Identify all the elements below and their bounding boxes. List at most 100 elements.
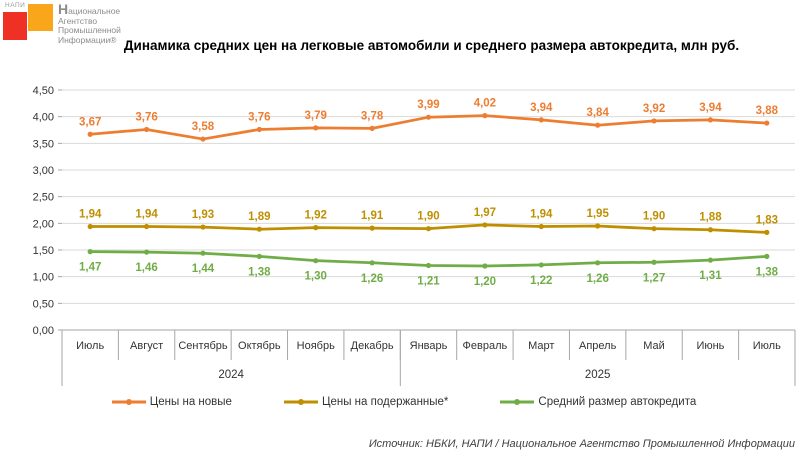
legend-item-used-cars: Цены на подержанные*	[283, 396, 448, 408]
data-point-label: 1,90	[417, 211, 439, 223]
data-point	[143, 223, 150, 230]
chart-title: Динамика средних цен на легковые автомоб…	[123, 38, 740, 53]
data-point-label: 1,94	[135, 209, 158, 221]
data-point	[256, 126, 262, 133]
data-point	[538, 262, 544, 268]
x-axis-month-label: Октябрь	[238, 340, 281, 352]
y-axis-label: 4,50	[33, 85, 54, 97]
x-axis-month-label: Июль	[76, 340, 104, 352]
data-point	[369, 125, 375, 131]
data-point-label: 1,95	[586, 208, 609, 220]
data-point	[764, 229, 770, 235]
y-axis-label: 3,00	[33, 165, 54, 177]
data-point-label: 1,38	[248, 266, 271, 278]
source-note: Источник: НБКИ, НАПИ / Национальное Аген…	[368, 438, 795, 450]
data-point	[651, 259, 657, 265]
line-chart: 0,00 0,50 1,00 1,50 2,00 2,50 3,00 3,50 4,00 4,50…	[33, 85, 796, 386]
data-point	[707, 227, 714, 233]
logo-orange-square-icon	[28, 4, 53, 31]
data-point	[256, 253, 262, 259]
x-axis-month-label: Ноябрь	[297, 340, 335, 352]
data-point	[425, 226, 432, 232]
data-point	[87, 131, 93, 137]
data-point	[143, 126, 150, 133]
data-point	[651, 226, 657, 232]
legend-marker-icon	[500, 399, 535, 405]
data-point	[143, 249, 150, 255]
data-point-label: 3,58	[192, 121, 215, 133]
x-axis-year-label: 2025	[585, 369, 611, 381]
data-point	[482, 222, 488, 228]
y-axis-label: 0,00	[33, 325, 54, 337]
data-point	[707, 117, 714, 123]
data-point-label: 3,94	[699, 102, 722, 114]
x-axis-month-label: Февраль	[463, 340, 508, 352]
x-axis-year-label: 2024	[218, 369, 244, 381]
data-point-label: 1,26	[586, 273, 608, 285]
y-axis-label: 1,50	[33, 245, 54, 257]
data-point-label: 3,79	[305, 110, 327, 122]
data-point	[313, 258, 319, 264]
data-point	[425, 114, 432, 120]
x-axis-month-label: Апрель	[579, 340, 617, 352]
data-point-label: 3,78	[361, 110, 384, 122]
data-point	[707, 257, 714, 263]
data-point	[256, 226, 262, 232]
x-axis-month-label: Декабрь	[351, 340, 394, 352]
data-point-label: 1,93	[192, 209, 214, 221]
data-point-label: 1,38	[756, 266, 779, 278]
legend-item-avg-loan: Средний размер автокредита	[500, 396, 696, 408]
y-axis-label: 2,00	[33, 218, 54, 230]
legend-label: Средний размер автокредита	[538, 396, 697, 408]
data-point	[595, 122, 601, 128]
data-point	[538, 117, 544, 123]
data-point-label: 3,88	[756, 105, 779, 117]
x-axis-month-label: Июль	[753, 340, 781, 352]
data-point-label: 1,20	[474, 276, 496, 288]
data-point-label: 1,90	[643, 211, 665, 223]
x-axis-month-label: Январь	[410, 340, 448, 352]
data-point	[87, 249, 93, 255]
data-point	[764, 120, 770, 126]
y-axis-label: 3,50	[33, 138, 54, 150]
data-point-label: 1,44	[192, 263, 215, 275]
data-point	[764, 253, 770, 259]
data-point-label: 3,94	[530, 102, 553, 114]
data-point-label: 1,97	[474, 207, 496, 219]
y-axis-label: 0,50	[33, 298, 54, 310]
logo-org-line: Агентство	[58, 15, 98, 26]
data-point-label: 1,21	[417, 275, 440, 287]
data-point-label: 1,91	[361, 210, 384, 222]
data-point	[482, 263, 488, 269]
logo-org-line: Информации®	[58, 34, 117, 45]
data-point-label: 1,83	[756, 214, 778, 226]
data-point-label: 3,67	[79, 116, 101, 128]
x-axis-month-label: Сентябрь	[178, 340, 228, 352]
legend-marker-icon	[283, 399, 318, 405]
x-axis-month-label: Май	[643, 340, 665, 352]
y-axis-label: 2,50	[33, 192, 54, 204]
logo-org-name: Национальное Агентство Промышленной Инфо…	[58, 1, 121, 45]
data-point-label: 1,94	[530, 209, 553, 221]
data-point-label: 1,26	[361, 273, 383, 285]
data-point	[313, 225, 319, 231]
data-point	[200, 250, 206, 256]
data-point-label: 1,94	[79, 209, 102, 221]
data-point-label: 1,27	[643, 272, 665, 284]
data-point-label: 3,84	[586, 107, 609, 119]
legend-label: Цены на новые	[149, 396, 232, 408]
legend-item-new-cars: Цены на новые	[111, 396, 232, 408]
data-point	[538, 223, 544, 230]
data-point-label: 1,31	[699, 270, 722, 282]
data-point-label: 1,46	[135, 262, 157, 274]
data-point	[425, 262, 432, 269]
data-point	[369, 225, 375, 231]
data-point-label: 1,30	[305, 271, 327, 283]
data-point-label: 1,22	[530, 275, 552, 287]
data-point	[595, 223, 601, 229]
data-point-label: 1,88	[699, 212, 722, 224]
logo-org-line: Национальное	[58, 1, 121, 17]
logo-org-line: Промышленной	[58, 25, 121, 35]
data-point-label: 3,99	[417, 99, 439, 111]
